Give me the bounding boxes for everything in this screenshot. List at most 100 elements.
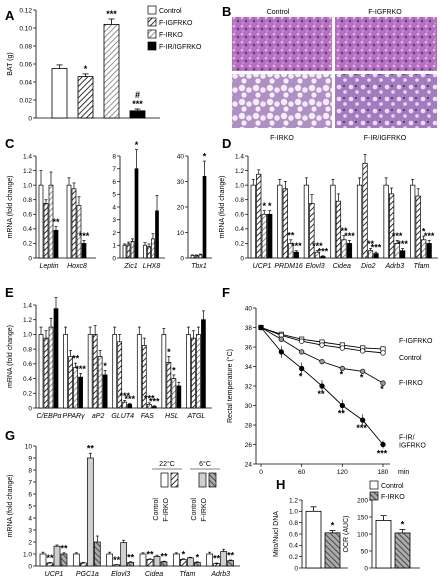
f-point — [339, 345, 345, 351]
e-bar — [102, 374, 108, 409]
c1-bar — [53, 229, 59, 259]
e-significance: *** — [119, 391, 130, 401]
c1-y-axis-label: mRNA (fold change) — [7, 175, 14, 238]
c1-y-tick-label: 0.8 — [23, 197, 32, 204]
h1-y-tick-label: 0 — [294, 565, 298, 572]
f-significance: * — [340, 369, 344, 379]
f-point — [380, 441, 386, 448]
d-bar — [400, 250, 406, 259]
f-point — [360, 368, 366, 375]
g-significance: ** — [127, 552, 135, 562]
d-bar — [421, 239, 427, 259]
e-significance: * — [172, 365, 176, 375]
f-significance: *** — [377, 449, 388, 459]
g-bar — [46, 562, 54, 567]
g-legend-label: F-IRKO — [201, 497, 208, 521]
g-bar — [153, 556, 161, 567]
e-bar — [92, 334, 98, 409]
f-line-label: F-IGFRKO — [399, 338, 433, 345]
c2-bar — [122, 244, 127, 259]
h1-significance: * — [331, 521, 335, 531]
f-x-tick-label: 0 — [259, 469, 263, 476]
g-bar — [79, 562, 87, 567]
c3-significance: * — [203, 152, 207, 162]
d-significance: *** — [291, 241, 302, 251]
panel-label-g: G — [5, 428, 15, 443]
c2-y-tick-label: 2 — [112, 230, 116, 237]
a-y-axis-label: BAT (g) — [7, 52, 14, 75]
c2-significance: * — [135, 140, 139, 150]
g-bar — [60, 553, 68, 567]
d-significance: *** — [344, 231, 355, 241]
c-category-label: Zic1 — [123, 263, 137, 270]
f-point — [299, 349, 305, 355]
d-y-tick-label: 0.8 — [235, 197, 244, 204]
g-bar — [220, 551, 228, 567]
d-bar — [256, 173, 262, 259]
d-y-axis-label: mRNA (fold change) — [219, 175, 226, 238]
g-significance: * — [182, 549, 186, 559]
g-bar — [193, 562, 201, 567]
micrograph-f-ir-igfrko — [335, 74, 437, 128]
d-bar — [383, 184, 389, 259]
micrograph-label-f-igfrko: F-IGFRKO — [368, 9, 402, 16]
d-significance: *** — [312, 241, 323, 251]
a-y-tick-label: 0.04 — [19, 79, 32, 86]
c3-y-tick-label: 40 — [177, 153, 185, 160]
d-significance: *** — [371, 243, 382, 253]
d-bar — [356, 184, 363, 259]
f-x-tick-label: 60 — [298, 469, 306, 476]
g-y-tick-label: 3 — [28, 527, 32, 534]
f-point — [278, 336, 284, 342]
e-category-label: ATGL — [187, 413, 206, 420]
g-bar — [227, 560, 235, 567]
e-bar — [48, 326, 54, 409]
a-bar — [129, 110, 146, 119]
c1-y-tick-label: 1.2 — [23, 168, 32, 175]
e-y-tick-label: 0.6 — [23, 361, 32, 368]
d-y-tick-label: 1.4 — [235, 153, 244, 160]
d-significance: *** — [318, 246, 329, 256]
e-bar — [136, 334, 142, 409]
f-y-tick-label: 40 — [245, 305, 253, 312]
g-bar — [127, 562, 135, 567]
a-significance: *** — [106, 9, 117, 19]
d-bar — [261, 213, 267, 259]
c1-bar — [38, 184, 44, 259]
d-bar — [346, 243, 353, 259]
h2-bar — [375, 520, 392, 569]
d-bar — [293, 251, 299, 259]
e-bar — [151, 406, 157, 409]
g-significance: * — [196, 552, 200, 562]
e-bar — [176, 385, 182, 409]
g-y-tick-label: 6 — [28, 491, 32, 498]
d-significance: ** — [287, 230, 295, 240]
g-bar — [93, 541, 101, 567]
c1-bar — [81, 243, 87, 259]
e-category-label: HSL — [165, 413, 179, 420]
c1-y-tick-label: 0.6 — [23, 212, 32, 219]
d-y-tick-label: 1.0 — [235, 182, 244, 189]
g-bar — [146, 559, 154, 567]
f-y-tick-label: 30 — [245, 403, 253, 410]
g-significance: ** — [227, 551, 235, 561]
f-significance: * — [380, 384, 384, 394]
f-line-label: IGFRKO — [399, 443, 426, 450]
f-point — [299, 365, 305, 372]
h-legend-label: Control — [381, 483, 404, 490]
c1-significance: ** — [52, 217, 60, 227]
h2-y-tick-label: 50 — [361, 548, 369, 555]
g-legend-swatch — [208, 472, 217, 488]
g-y-tick-label: 5 — [28, 503, 32, 510]
a-legend-swatch — [147, 41, 157, 51]
d-y-tick-label: 0.4 — [235, 226, 244, 233]
e-bar — [186, 334, 191, 409]
c3-y-tick-label: 10 — [177, 230, 185, 237]
g-bar — [206, 553, 214, 567]
g-y-tick-label: 2 — [28, 539, 32, 546]
c2-y-tick-label: 1 — [112, 243, 116, 250]
f-point — [360, 348, 366, 354]
g-significance: ** — [60, 543, 68, 553]
d-category-label: Adrb3 — [385, 263, 405, 270]
